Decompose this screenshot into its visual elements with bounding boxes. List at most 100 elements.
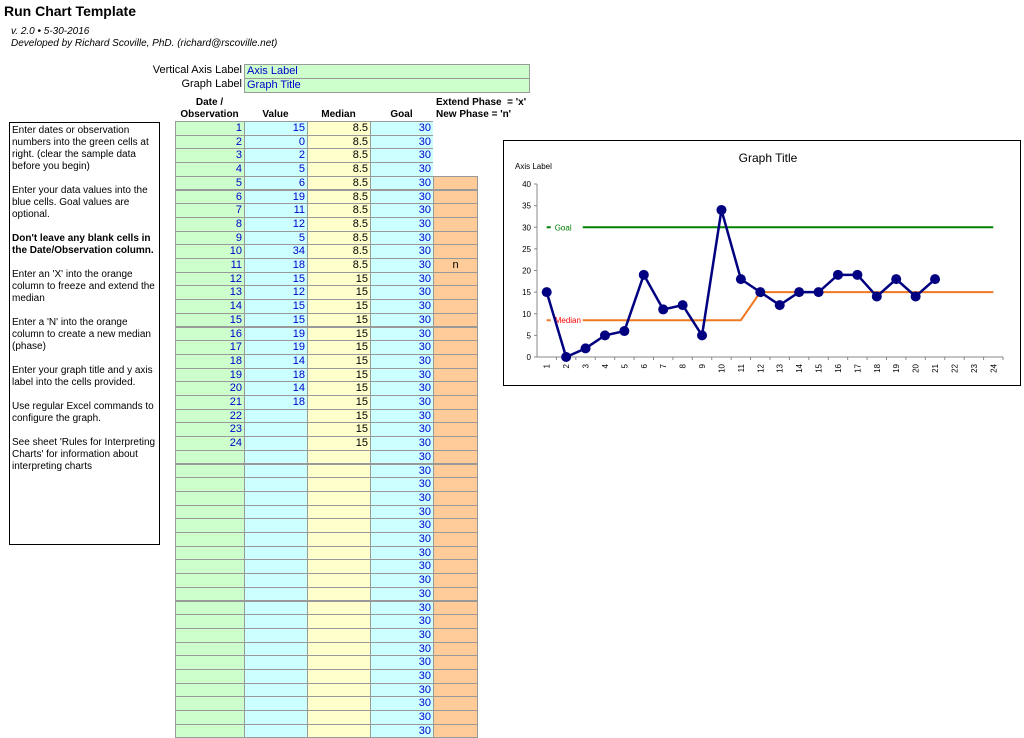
table-cell xyxy=(244,477,308,492)
table-cell: 30 xyxy=(370,518,434,533)
table-cell xyxy=(244,408,308,424)
x-tick-label: 13 xyxy=(776,363,785,372)
phase-cell xyxy=(433,518,478,533)
data-point xyxy=(910,291,921,302)
table-cell: 20 xyxy=(175,381,245,396)
x-tick-label: 21 xyxy=(931,363,940,372)
table-cell xyxy=(175,627,245,643)
table-cell: 8.5 xyxy=(307,230,371,246)
table-cell xyxy=(307,586,371,602)
x-tick-label: 4 xyxy=(601,363,610,368)
x-tick-label: 18 xyxy=(873,363,882,372)
author: Developed by Richard Scoville, PhD. (ric… xyxy=(11,38,278,49)
chart: Graph Title Axis Label 05101520253035401… xyxy=(503,140,1021,386)
table-cell: 15 xyxy=(307,326,371,342)
table-cell: 2 xyxy=(175,134,245,150)
data-point xyxy=(619,326,630,337)
phase-cell: n xyxy=(433,258,478,273)
phase-cell xyxy=(433,175,478,191)
table-cell: 30 xyxy=(370,381,434,396)
table-cell: 15 xyxy=(307,422,371,438)
phase-cell xyxy=(433,627,478,643)
table-cell: 10 xyxy=(175,244,245,259)
table-cell: 30 xyxy=(370,559,434,575)
table-cell: 30 xyxy=(370,353,434,369)
table-cell xyxy=(307,463,371,479)
x-tick-label: 1 xyxy=(543,363,552,368)
series-label-bg xyxy=(550,315,583,326)
x-tick-label: 10 xyxy=(717,363,726,372)
table-cell: 18 xyxy=(244,367,308,383)
table-cell xyxy=(244,655,308,670)
setting-label: Graph Label xyxy=(181,78,242,90)
column-header: Date / Observation xyxy=(180,97,239,120)
y-tick-label: 35 xyxy=(522,202,531,211)
phase-cell xyxy=(433,723,478,738)
table-cell: 30 xyxy=(370,230,434,246)
table-cell xyxy=(307,641,371,657)
table-cell xyxy=(175,573,245,588)
phase-cell xyxy=(433,189,478,205)
table-cell: 5 xyxy=(244,230,308,246)
x-tick-label: 19 xyxy=(892,363,901,372)
table-cell: 30 xyxy=(370,614,434,629)
table-cell xyxy=(307,710,371,725)
table-cell: 16 xyxy=(175,326,245,342)
table-cell: 34 xyxy=(244,244,308,259)
x-tick-label: 23 xyxy=(970,363,979,372)
table-cell: 5 xyxy=(244,162,308,177)
table-cell: 15 xyxy=(307,299,371,314)
phase-cell xyxy=(433,203,478,218)
x-tick-label: 20 xyxy=(912,363,921,372)
column-header: Goal xyxy=(390,109,413,120)
y-tick-label: 5 xyxy=(527,331,532,340)
table-cell: 0 xyxy=(244,134,308,150)
data-point xyxy=(658,304,669,315)
phase-cell xyxy=(433,271,478,287)
table-cell: 15 xyxy=(244,121,308,136)
table-cell: 8.5 xyxy=(307,189,371,205)
table-cell xyxy=(175,463,245,479)
table-cell xyxy=(307,504,371,520)
table-cell: 11 xyxy=(244,203,308,218)
table-cell xyxy=(244,422,308,438)
table-cell: 6 xyxy=(175,189,245,205)
table-cell: 15 xyxy=(307,408,371,424)
data-point xyxy=(832,269,843,280)
table-cell: 15 xyxy=(307,312,371,328)
table-cell xyxy=(244,490,308,506)
table-cell: 8.5 xyxy=(307,216,371,232)
table-cell xyxy=(175,614,245,629)
series-label-bg xyxy=(550,222,583,233)
table-cell xyxy=(175,518,245,533)
table-cell: 15 xyxy=(307,395,371,410)
table-cell: 30 xyxy=(370,504,434,520)
table-cell: 19 xyxy=(175,367,245,383)
table-cell xyxy=(244,696,308,712)
phase-header: New Phase = 'n' xyxy=(436,109,512,120)
table-cell: 30 xyxy=(370,367,434,383)
phase-cell xyxy=(433,312,478,328)
table-cell xyxy=(244,573,308,588)
table-cell xyxy=(307,669,371,684)
table-cell: 8.5 xyxy=(307,121,371,136)
table-cell: 23 xyxy=(175,422,245,438)
table-cell xyxy=(307,545,371,561)
table-cell: 8.5 xyxy=(307,203,371,218)
table-cell: 15 xyxy=(307,381,371,396)
table-cell: 22 xyxy=(175,408,245,424)
table-cell xyxy=(175,559,245,575)
version: v. 2.0 • 5-30-2016 xyxy=(11,26,90,37)
phase-cell xyxy=(433,586,478,602)
table-cell: 21 xyxy=(175,395,245,410)
table-cell: 30 xyxy=(370,449,434,465)
x-tick-label: 12 xyxy=(756,363,765,372)
phase-cell xyxy=(433,162,478,177)
data-point xyxy=(930,274,941,285)
table-cell: 30 xyxy=(370,669,434,684)
table-cell xyxy=(175,532,245,547)
table-cell xyxy=(175,504,245,520)
table-cell: 30 xyxy=(370,641,434,657)
table-cell: 15 xyxy=(307,353,371,369)
